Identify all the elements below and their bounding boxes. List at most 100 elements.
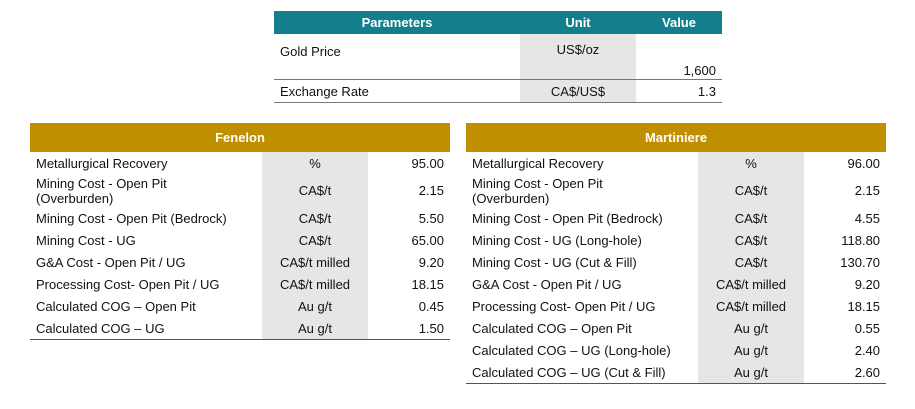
label-text: Calculated COG – UG (Long-hole)	[472, 342, 671, 358]
value-cell: 2.15	[854, 183, 881, 198]
unit-cell: CA$/t	[698, 251, 804, 273]
label-cell: Exchange Rate	[274, 79, 520, 103]
label-cell: Processing Cost- Open Pit / UG	[30, 273, 262, 295]
header-row: Fenelon	[30, 123, 451, 152]
value-cell: 18.15	[411, 276, 445, 292]
table-row: Mining Cost - UG (Long-hole) CA$/t 118.80	[466, 229, 886, 251]
value-cell: 96.00	[847, 155, 881, 171]
label-text: Metallurgical Recovery	[472, 155, 604, 171]
label-text: Calculated COG – Open Pit	[472, 320, 632, 336]
value-cell: 65.00	[411, 232, 445, 248]
label-text: Exchange Rate	[280, 83, 369, 99]
unit-cell: %	[698, 152, 804, 174]
table-row: Gold Price US$/oz 1,600	[274, 34, 722, 80]
value-cell: 9.20	[418, 254, 445, 270]
value-cell: 5.50	[418, 210, 445, 226]
label-cell: Calculated COG – UG (Long-hole)	[466, 339, 698, 361]
fenelon-table: Fenelon Metallurgical Recovery% 95.00 Minin…	[30, 123, 451, 340]
unit-cell: Au g/t	[262, 295, 368, 317]
unit-cell: US$/oz	[520, 34, 636, 80]
label-cell: G&A Cost - Open Pit / UG	[30, 251, 262, 273]
value-cell: 1,600	[636, 34, 722, 80]
label-cell: Processing Cost- Open Pit / UG	[466, 295, 698, 317]
table-row: Metallurgical Recovery% 96.00	[466, 152, 886, 174]
label-cell: Mining Cost - UG (Cut & Fill)	[466, 251, 698, 273]
table-row: Mining Cost - Open Pit (Bedrock) CA$/t 5.5…	[30, 207, 450, 229]
unit-cell: Au g/t	[262, 317, 368, 340]
label-cell: Mining Cost - UG (Long-hole)	[466, 229, 698, 251]
label-text: Calculated COG – UG	[36, 320, 165, 336]
label-text: Metallurgical Recovery	[36, 155, 168, 171]
label-text: Calculated COG – UG (Cut & Fill)	[472, 364, 666, 380]
label-text: Mining Cost - UG (Cut & Fill)	[472, 254, 637, 270]
label-cell: Mining Cost - Open Pit (Overburden)	[466, 174, 698, 207]
label-cell: Metallurgical Recovery	[466, 152, 698, 174]
table-row: Metallurgical Recovery% 95.00	[30, 152, 450, 174]
unit-cell: CA$/US$	[520, 79, 636, 103]
value-cell: 0.45	[418, 298, 445, 314]
value-cell: 130.70	[840, 254, 881, 270]
table-row: Calculated COG – UG Au g/t 1.50	[30, 317, 451, 340]
label-cell: Calculated COG – Open Pit	[30, 295, 262, 317]
label-text: G&A Cost - Open Pit / UG	[36, 254, 186, 270]
table-row: G&A Cost - Open Pit / UG CA$/t milled 9.20	[466, 273, 886, 295]
table-row: Mining Cost - Open Pit (Overburden) CA$/t…	[30, 174, 450, 207]
label-text: Mining Cost - Open Pit (Bedrock)	[36, 210, 227, 226]
table-title: Fenelon	[30, 123, 451, 152]
unit-cell: Au g/t	[698, 317, 804, 339]
value-cell: 2.40	[854, 342, 881, 358]
unit-cell: Au g/t	[698, 361, 804, 384]
value-cell: 118.80	[841, 232, 881, 248]
table-row: Exchange Rate CA$/US$ 1.3	[274, 79, 722, 103]
value-cell: 95.00	[411, 155, 445, 171]
unit-cell: CA$/t	[262, 229, 368, 251]
unit-cell: CA$/t milled	[262, 273, 368, 295]
header-row: Parameters Unit Value	[274, 11, 722, 34]
header-cell: Value	[636, 11, 722, 34]
table-row: Calculated COG – Open Pit Au g/t 0.55	[466, 317, 886, 339]
label-text: Mining Cost - UG (Long-hole)	[472, 232, 642, 248]
label-text: Mining Cost - Open Pit (Overburden)	[36, 175, 167, 206]
table-row: Mining Cost - Open Pit (Bedrock) CA$/t 4.5…	[466, 207, 886, 229]
value-cell: 18.15	[847, 298, 881, 314]
label-cell: Mining Cost - Open Pit (Bedrock)	[466, 207, 698, 229]
unit-cell: CA$/t	[262, 174, 368, 207]
table-row: Calculated COG – UG (Cut & Fill) Au g/t 2.…	[466, 361, 887, 384]
label-cell: Metallurgical Recovery	[30, 152, 262, 174]
label-cell: Calculated COG – Open Pit	[466, 317, 698, 339]
table-title: Martiniere	[466, 123, 887, 152]
label-cell: Mining Cost - Open Pit (Overburden)	[30, 174, 262, 207]
label-text: Mining Cost - Open Pit (Overburden)	[472, 175, 603, 206]
label-cell: Gold Price	[274, 34, 520, 80]
header-cell: Parameters	[274, 11, 520, 34]
value-cell: 1.3	[636, 79, 722, 103]
label-text: Calculated COG – Open Pit	[36, 298, 196, 314]
label-text: Processing Cost- Open Pit / UG	[472, 298, 656, 314]
table-row: Mining Cost - UG (Cut & Fill) CA$/t 130.70	[466, 251, 886, 273]
label-cell: Mining Cost - Open Pit (Bedrock)	[30, 207, 262, 229]
unit-cell: CA$/t milled	[698, 295, 804, 317]
label-cell: Mining Cost - UG	[30, 229, 262, 251]
label-text: G&A Cost - Open Pit / UG	[472, 276, 622, 292]
unit-cell: CA$/t	[262, 207, 368, 229]
table-row: Mining Cost - Open Pit (Overburden) CA$/t…	[466, 174, 886, 207]
unit-cell: CA$/t milled	[698, 273, 804, 295]
value-cell: 9.20	[854, 276, 881, 292]
table-row: Processing Cost- Open Pit / UG CA$/t mill…	[466, 295, 886, 317]
label-text: Mining Cost - UG	[36, 232, 136, 248]
table-row: Calculated COG – UG (Long-hole) Au g/t 2.4…	[466, 339, 886, 361]
unit-cell: CA$/t	[698, 174, 804, 207]
value-cell: 4.55	[854, 210, 881, 226]
header-cell: Unit	[520, 11, 636, 34]
label-cell: Calculated COG – UG (Cut & Fill)	[466, 361, 698, 384]
table-row: Calculated COG – Open Pit Au g/t 0.45	[30, 295, 450, 317]
value-cell: 2.60	[804, 361, 887, 384]
value-cell: 0.55	[854, 320, 881, 336]
label-cell: G&A Cost - Open Pit / UG	[466, 273, 698, 295]
unit-cell: CA$/t	[698, 229, 804, 251]
unit-cell: CA$/t milled	[262, 251, 368, 273]
unit-cell: Au g/t	[698, 339, 804, 361]
value-cell: 2.15	[418, 183, 445, 198]
parameters-table: Parameters Unit Value Gold Price US$/oz 1,600…	[274, 11, 722, 103]
